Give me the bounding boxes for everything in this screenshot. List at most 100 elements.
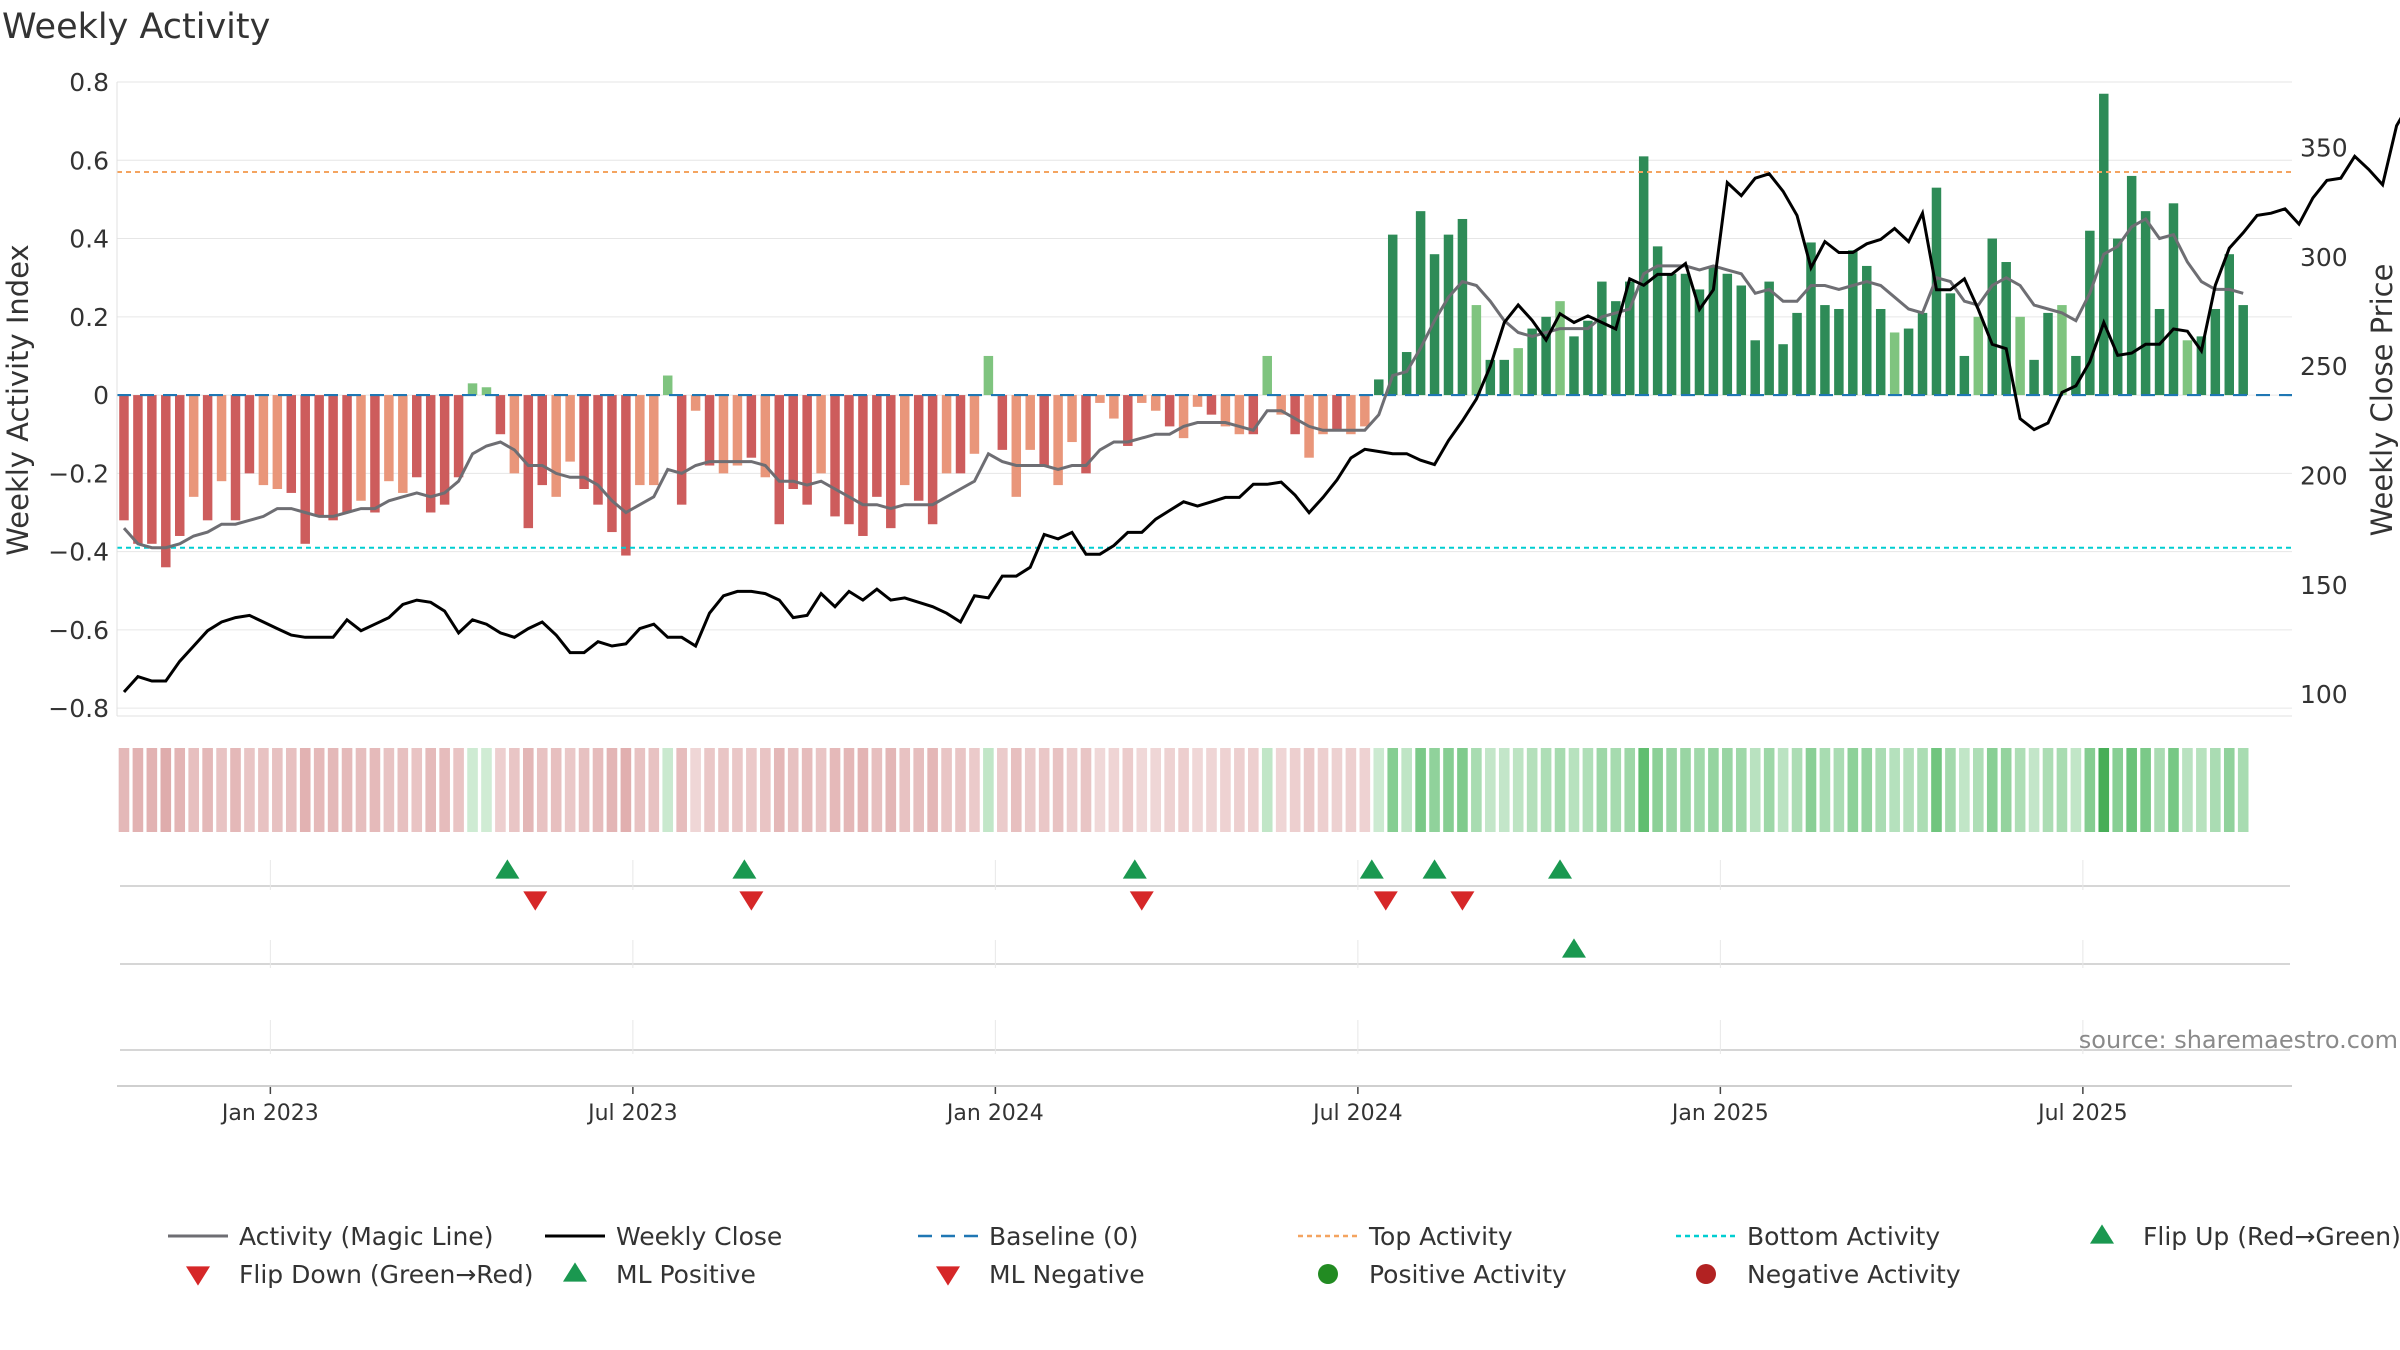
activity-bar [1820,305,1830,396]
strip-cell [1861,748,1873,832]
flip-down-marker [739,891,764,911]
strip-cell [1986,748,1998,832]
strip-cell [2140,748,2151,832]
activity-color-strip [118,748,2249,832]
strip-cell [1540,748,1552,832]
activity-bar [1694,289,1705,396]
strip-cell [1345,748,1357,832]
activity-bar [1750,340,1760,396]
y-right-tick-label: 200 [2300,462,2348,491]
strip-cell [1526,748,1538,832]
legend-label: Negative Activity [1747,1260,1961,1289]
flip-down-marker [1129,891,1154,911]
activity-bar [1429,254,1440,396]
strip-cell [1610,748,1622,832]
activity-bar [746,395,757,458]
activity-bar [2001,262,2011,396]
legend-label: Bottom Activity [1747,1222,1940,1251]
activity-bar [230,395,241,521]
strip-cell [1777,748,1789,832]
activity-bar [593,395,603,505]
strip-cell [2154,748,2165,832]
activity-bar [439,395,450,505]
activity-bar [2029,359,2039,396]
activity-bar [161,395,171,568]
activity-bar [732,395,743,466]
activity-bar [649,395,659,486]
strip-cell [397,748,409,832]
activity-bar [1192,395,1203,407]
strip-cell [2237,748,2249,832]
activity-bar [1499,359,1509,396]
activity-bar [425,395,436,513]
activity-bar [453,395,464,478]
activity-bar [133,395,143,544]
activity-bar [690,395,701,411]
strip-cell [2112,748,2124,832]
legend-item: Baseline (0) [918,1222,1138,1251]
activity-bar [2071,355,2081,396]
strip-cell [1331,748,1343,832]
strip-cell [2098,748,2110,832]
strip-cell [1248,748,1259,832]
strip-cell [760,748,771,832]
activity-bar [1917,312,1928,396]
strip-cell [1749,748,1761,832]
activity-bar [844,395,854,525]
strip-cell [592,748,604,832]
activity-bar [1485,359,1496,396]
activity-bar [481,387,492,396]
activity-bar [2224,254,2234,396]
y-left-tick-label: 0.2 [69,303,109,332]
activity-bar [314,395,324,517]
strip-cell [1038,748,1050,832]
strip-cell [1973,748,1984,832]
activity-bar [1889,332,1900,396]
legend-label: Flip Up (Red→Green) [2143,1222,2400,1251]
strip-cell [829,748,841,832]
strip-cell [815,748,827,832]
strip-cell [732,748,743,832]
activity-bar [2015,316,2025,396]
activity-bar [1764,281,1774,396]
strip-cell [2028,748,2040,832]
activity-bar [1276,395,1286,415]
activity-bar [1583,320,1593,396]
chart-title: Weekly Activity [2,7,270,47]
activity-bar [1332,395,1342,431]
activity-bar [1834,308,1844,396]
y-left-tick-label: −0.4 [48,538,109,567]
activity-bar [941,395,952,474]
activity-bar [1206,395,1217,415]
strip-cell [955,748,966,832]
strip-cell [1443,748,1454,832]
strip-cell [1680,748,1691,832]
activity-bar [216,395,227,482]
activity-bar [202,395,213,521]
activity-bar [1123,395,1133,446]
activity-bar [328,395,338,521]
activity-bar [1806,242,1816,396]
strip-cell [1150,748,1161,832]
activity-bar [1597,281,1607,396]
strip-cell [871,748,883,832]
strip-cell [2042,748,2054,832]
strip-cell [1289,748,1301,832]
strip-cell [1303,748,1315,832]
activity-bar [1318,395,1328,435]
strip-cell [676,748,687,832]
activity-bar [1220,395,1231,427]
legend-label: Positive Activity [1369,1260,1567,1289]
strip-cell [536,748,548,832]
y-right-tick-label: 250 [2300,352,2348,381]
strip-cell [1875,748,1886,832]
strip-cell [132,748,144,832]
event-panels: Jan 2023 Jul 2023 Jan 2024 Jul 2024 Jan 2025… [117,859,2292,1126]
activity-bar [1862,265,1872,396]
strip-cell [1666,748,1677,832]
strip-cell [941,748,952,832]
activity-bar [384,395,394,482]
strip-cell [1638,748,1649,832]
y-right-tick-label: 150 [2300,571,2348,600]
strip-cell [1554,748,1566,832]
